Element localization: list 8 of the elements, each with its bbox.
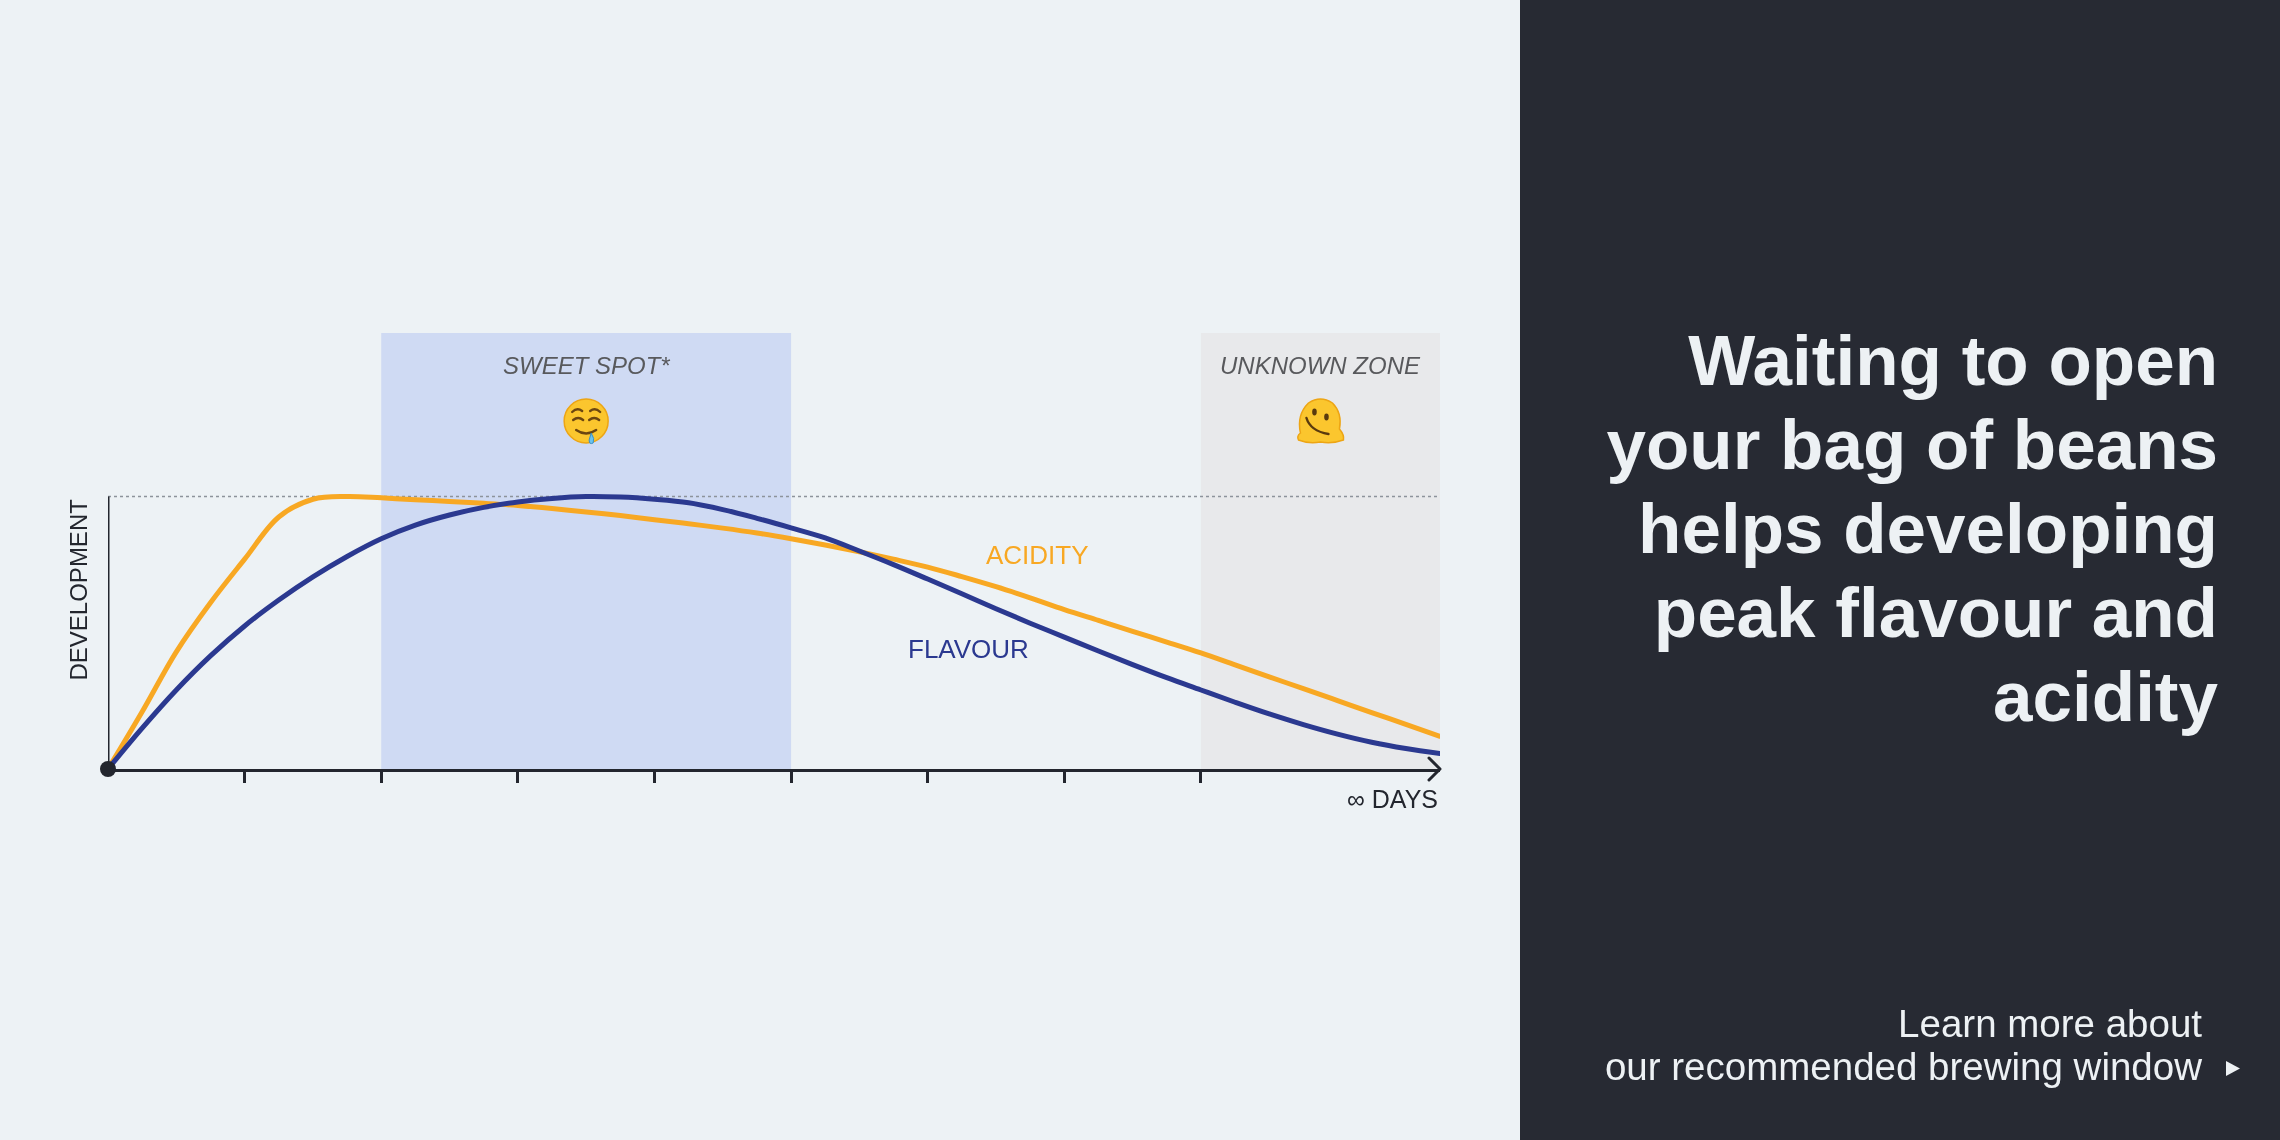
y-axis-title: DEVELOPMENT [64,498,92,681]
x-axis-title: ∞ DAYS [1347,785,1438,813]
series-label: ACIDITY [986,540,1089,570]
series-label: FLAVOUR [908,634,1029,664]
text: Learn more about our recommended brewing window [1604,1002,2202,1088]
text: SWEET SPOT* [503,352,671,379]
text: Waiting to open your bag of beans helps developing peak flavour and acidity [1606,320,2218,738]
text: UNKNOWN ZONE [1220,352,1421,379]
